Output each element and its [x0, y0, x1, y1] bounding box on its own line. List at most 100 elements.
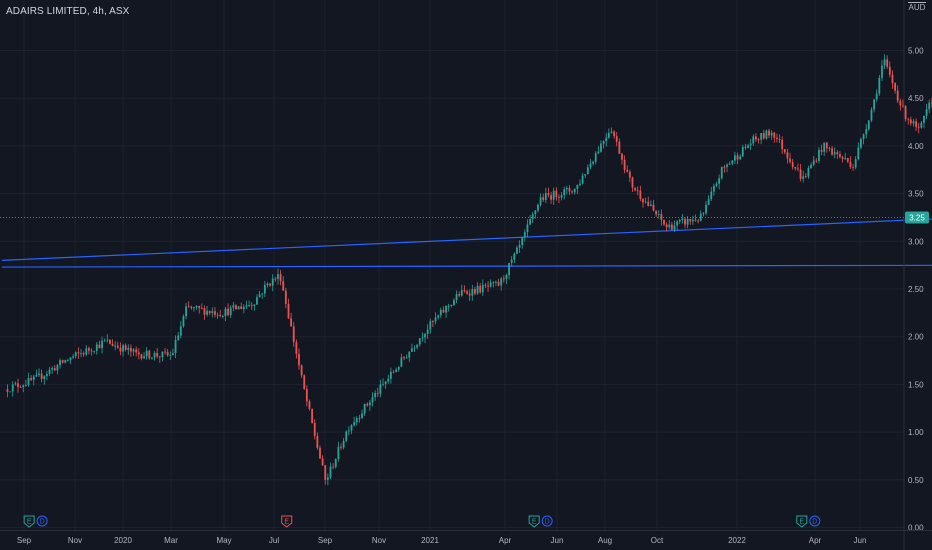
candle	[453, 298, 455, 307]
candle	[337, 441, 340, 462]
svg-text:E: E	[799, 519, 804, 526]
candle	[403, 355, 405, 361]
price-axis[interactable]: 5.00 4.50 4.00 3.50 3.00 2.50 2.00 1.50 1.00 0.50…	[903, 0, 924, 550]
price-tick-label: 3.00	[908, 237, 924, 246]
candle	[124, 343, 127, 352]
candle	[852, 164, 854, 171]
candle	[103, 338, 106, 342]
candle	[860, 137, 862, 150]
candle	[400, 353, 403, 368]
svg-text:D: D	[812, 519, 817, 526]
candle	[408, 351, 411, 362]
candle	[387, 374, 390, 384]
candle	[660, 209, 663, 226]
dividend-badge[interactable]: D	[36, 515, 48, 527]
candle	[833, 147, 836, 159]
candle	[40, 369, 43, 383]
candle	[576, 184, 579, 195]
candle	[463, 285, 466, 293]
candle	[22, 384, 25, 393]
candle	[786, 148, 789, 164]
currency-separator	[908, 2, 926, 3]
time-tick-label: Oct	[651, 536, 664, 545]
candle	[458, 291, 461, 298]
candle	[875, 89, 878, 102]
candle	[116, 341, 119, 349]
earnings-badge[interactable]: E	[23, 515, 35, 528]
candle	[881, 60, 883, 81]
candle	[862, 133, 865, 145]
candle	[98, 340, 101, 349]
candle	[481, 279, 484, 296]
candle	[516, 245, 518, 255]
trendlines	[1, 218, 932, 268]
candle	[172, 348, 174, 356]
candle	[77, 347, 80, 359]
dividend-badge[interactable]: D	[809, 515, 821, 527]
candle	[757, 137, 760, 144]
candle	[799, 163, 802, 182]
candle	[379, 379, 382, 398]
candle	[560, 192, 563, 201]
candle	[489, 279, 492, 288]
candle	[518, 240, 521, 253]
candle	[245, 300, 248, 310]
candle	[818, 147, 820, 164]
earnings-badge[interactable]: E	[796, 515, 808, 528]
currency-code: AUD	[908, 3, 926, 12]
candle	[642, 198, 644, 208]
candle	[718, 174, 721, 190]
candle	[355, 416, 358, 426]
candle	[80, 349, 82, 358]
candle	[563, 186, 566, 200]
candle	[35, 369, 38, 377]
time-tick-label: Jul	[269, 536, 279, 545]
candle	[206, 305, 208, 317]
candle	[274, 276, 277, 282]
candle	[902, 99, 904, 108]
candle	[749, 139, 752, 151]
candle	[158, 355, 161, 363]
candle	[426, 324, 429, 339]
candle	[802, 170, 805, 183]
candle	[166, 348, 169, 357]
candle	[221, 314, 224, 319]
candle	[697, 218, 700, 224]
time-axis[interactable]: Sep Nov 2020 Mar May Jul Sep Nov 2021 Apr Jun Aug Oc…	[0, 530, 932, 546]
candle	[269, 283, 271, 287]
candle	[807, 165, 810, 179]
currency-label[interactable]: AUD	[908, 1, 926, 12]
candle	[678, 218, 681, 225]
candle	[647, 196, 650, 207]
candle	[909, 116, 912, 126]
candle	[623, 155, 626, 174]
candle	[726, 163, 728, 173]
candle	[613, 130, 616, 139]
candle	[347, 426, 350, 436]
earnings-badge[interactable]: E	[528, 515, 540, 528]
candle	[828, 146, 831, 152]
candle	[374, 390, 377, 401]
candle	[326, 473, 329, 486]
time-tick-label: 2020	[114, 536, 132, 545]
candle	[804, 172, 807, 179]
candle	[308, 399, 311, 411]
price-tick-label: 2.00	[908, 333, 924, 342]
candle	[445, 305, 447, 318]
candle	[182, 314, 185, 328]
candle	[513, 252, 516, 263]
candle	[434, 312, 437, 325]
candle	[699, 210, 702, 222]
candle	[145, 347, 148, 360]
candle	[558, 194, 560, 204]
candle	[702, 212, 705, 217]
candle	[923, 115, 925, 129]
candle	[248, 300, 250, 308]
candle	[495, 280, 497, 287]
candle	[227, 303, 229, 317]
earnings-badge[interactable]: E	[281, 515, 293, 528]
dividend-badge[interactable]: D	[541, 515, 553, 527]
candle	[547, 187, 550, 198]
